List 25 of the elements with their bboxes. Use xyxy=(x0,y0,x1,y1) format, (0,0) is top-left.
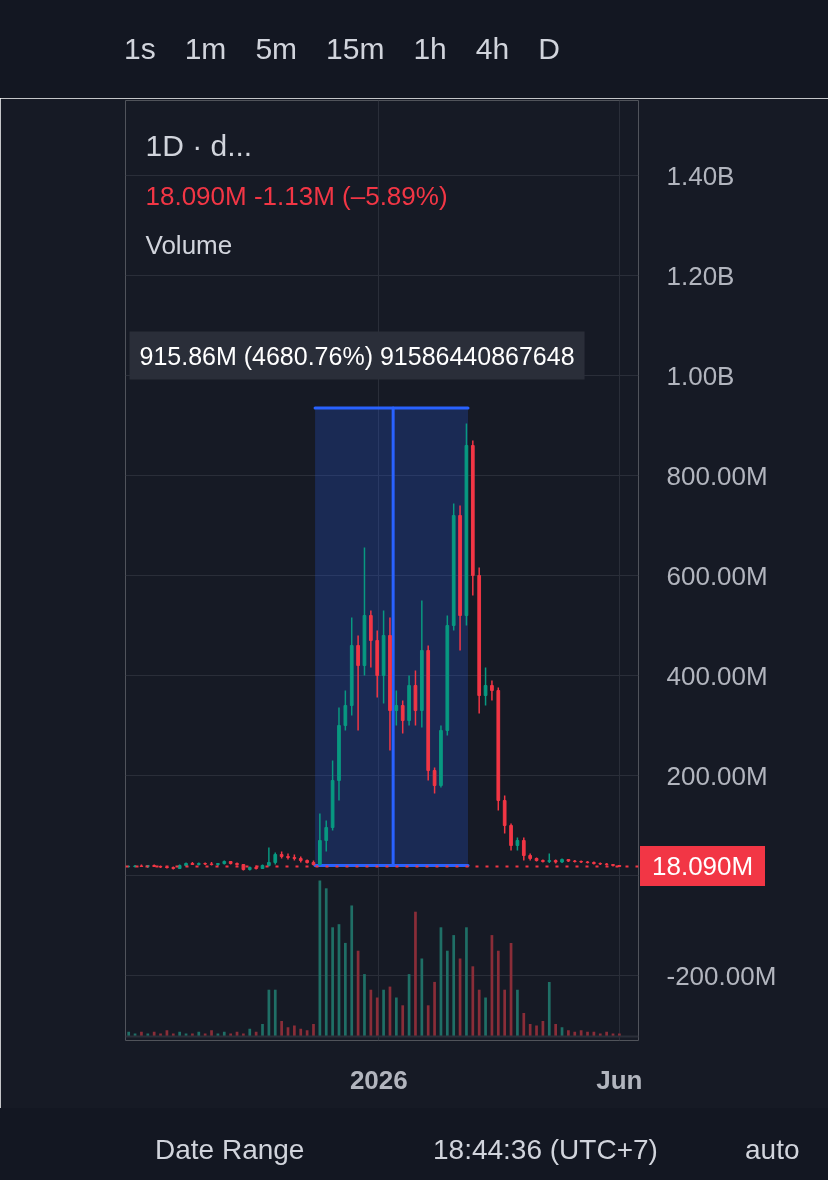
x-tick-label: 2026 xyxy=(349,1064,408,1095)
text: auto xyxy=(745,1133,800,1167)
text: 18.090M -1.13M (–5.89%) xyxy=(145,180,448,211)
x-tick-label: Jun xyxy=(596,1064,643,1095)
price-tag: 18.090M xyxy=(640,846,766,886)
y-tick-label: -200.00M xyxy=(666,960,777,991)
text: 1s xyxy=(124,30,156,67)
text: 15m xyxy=(326,30,385,67)
y-tick-label: 1.20B xyxy=(666,260,735,291)
y-tick-label: 400.00M xyxy=(666,660,768,691)
text: 5m xyxy=(255,30,298,67)
y-tick-label: 1.00B xyxy=(666,360,735,391)
text: D xyxy=(538,30,560,67)
y-tick-label: 600.00M xyxy=(666,560,768,591)
text: 1m xyxy=(184,30,227,67)
text: Date Range xyxy=(155,1133,305,1167)
text: 18:44:36 (UTC+7) xyxy=(433,1133,658,1167)
text: 4h xyxy=(475,30,510,67)
text: 1h xyxy=(413,30,447,67)
text: 1D · d... xyxy=(145,129,253,162)
y-tick-label: 1.40B xyxy=(666,160,735,191)
y-tick-label: 200.00M xyxy=(666,760,768,791)
y-tick-label: 800.00M xyxy=(666,460,768,491)
annotation: 915.86M (4680.76%) 91586440867648 xyxy=(139,341,575,370)
chart-title: Volume xyxy=(145,229,233,260)
